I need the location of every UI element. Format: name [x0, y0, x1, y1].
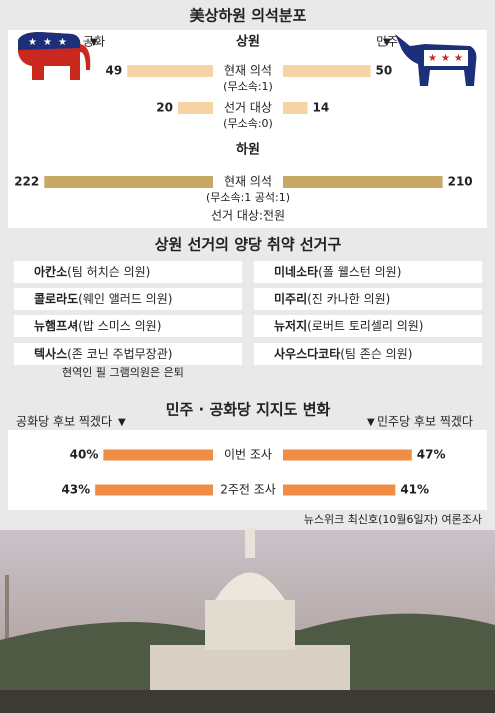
category-note: (무소속:0)	[223, 117, 273, 130]
legend-label: 공화당 후보 찍겠다	[16, 415, 112, 429]
state: 뉴저지	[274, 318, 307, 333]
category-note: (무소속:1)	[223, 80, 273, 93]
state: 아칸소	[34, 264, 67, 279]
value-label: 43%	[61, 483, 90, 497]
state: 콜로라도	[34, 291, 78, 306]
main-title: 美상하원 의석분포	[190, 7, 307, 25]
donkey-icon: ★ ★ ★	[395, 34, 477, 86]
bar	[95, 484, 213, 496]
district: 미주리(진 카나한 의원)	[274, 291, 390, 306]
arrow: ▼	[367, 417, 375, 428]
svg-text:★: ★	[43, 37, 52, 48]
person: (폴 웰스턴 의원)	[318, 265, 401, 279]
value-label: 210	[448, 175, 473, 189]
district: 콜로라도(웨인 앨러드 의원)	[34, 291, 172, 306]
svg-text:★: ★	[28, 37, 37, 48]
bar	[127, 65, 213, 77]
bar	[283, 484, 396, 496]
districts-title: 상원 선거의 양당 취약 선거구	[155, 236, 342, 254]
person: (존 코닌 주법무장관)	[67, 347, 172, 361]
state: 미주리	[274, 291, 307, 306]
value-label: 50	[376, 64, 393, 78]
category-label: 현재 의석	[224, 64, 272, 78]
value-label: 49	[106, 64, 123, 78]
district: 사우스다코타(팀 존슨 의원)	[274, 346, 412, 361]
bar	[178, 102, 213, 114]
district-box	[254, 343, 482, 365]
poll-panel	[8, 430, 487, 510]
district: 아칸소(팀 허치슨 의원)	[34, 264, 150, 279]
district-box	[14, 315, 242, 337]
value-label: 40%	[70, 448, 99, 462]
value-label: 41%	[400, 483, 429, 497]
capitol-photo	[0, 528, 495, 713]
legend-label: 민주	[376, 35, 398, 49]
district-box	[254, 315, 482, 337]
category-note: (무소속:1 공석:1)	[206, 191, 290, 204]
chart-title: 민주 · 공화당 지지도 변화	[166, 401, 331, 419]
category-label: 이번 조사	[224, 448, 272, 462]
value-label: 14	[313, 101, 330, 115]
legend-label: 공화	[83, 35, 105, 49]
category-label: 2주전 조사	[220, 483, 276, 497]
chart-title: 하원	[236, 142, 260, 158]
state: 텍사스	[34, 346, 67, 361]
arrow: ▼	[383, 37, 391, 48]
state: 뉴햄프셔	[34, 318, 78, 333]
district-box	[14, 261, 242, 283]
bar	[283, 176, 443, 188]
state: 사우스다코타	[274, 346, 340, 361]
category-label: 선거 대상	[224, 101, 272, 115]
person: (팀 존슨 의원)	[340, 347, 412, 361]
chart-note: 선거 대상:전원	[211, 209, 285, 223]
category-label: 현재 의석	[224, 175, 272, 189]
district-box	[254, 288, 482, 310]
district: 뉴햄프셔(밥 스미스 의원)	[34, 318, 161, 333]
district: 뉴저지(로버트 토리셀리 의원)	[274, 318, 423, 333]
bar	[283, 102, 308, 114]
elephant-icon: ★ ★ ★	[18, 32, 91, 80]
svg-text:★: ★	[454, 53, 463, 64]
district: 미네소타(폴 웰스턴 의원)	[274, 264, 401, 279]
district-note: 현역인 필 그램의원은 은퇴	[62, 366, 184, 379]
district-box	[14, 343, 242, 365]
svg-text:★: ★	[441, 53, 450, 64]
legend-label: 민주당 후보 찍겠다	[377, 415, 473, 429]
bar	[103, 449, 213, 461]
bar	[44, 176, 213, 188]
person: (로버트 토리셀리 의원)	[307, 319, 423, 333]
source: 뉴스위크 최신호(10월6일자) 여론조사	[304, 512, 482, 526]
value-label: 222	[14, 175, 39, 189]
district: 텍사스(존 코닌 주법무장관)	[34, 346, 172, 361]
value-label: 47%	[417, 448, 446, 462]
arrow: ▼	[90, 37, 98, 48]
person: (팀 허치슨 의원)	[67, 265, 150, 279]
svg-text:★: ★	[428, 53, 437, 64]
arrow: ▼	[118, 417, 126, 428]
person: (웨인 앨러드 의원)	[78, 292, 172, 306]
bar	[283, 65, 371, 77]
state: 미네소타	[274, 264, 318, 279]
chart-title: 상원	[236, 35, 260, 50]
bar	[283, 449, 412, 461]
district-box	[254, 261, 482, 283]
value-label: 20	[156, 101, 173, 115]
district-box	[14, 288, 242, 310]
person: (진 카나한 의원)	[307, 292, 390, 306]
svg-text:★: ★	[58, 37, 67, 48]
person: (밥 스미스 의원)	[78, 319, 161, 333]
